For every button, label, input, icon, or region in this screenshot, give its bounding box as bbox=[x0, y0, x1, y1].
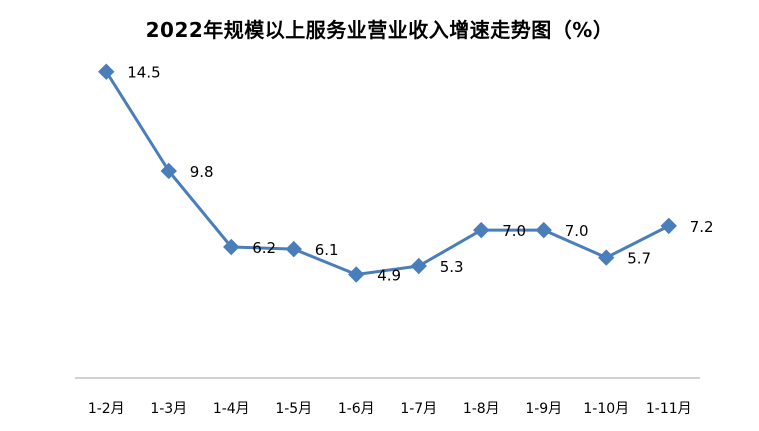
data-point-marker bbox=[223, 238, 240, 256]
series-group bbox=[105, 70, 670, 276]
data-label: 9.8 bbox=[190, 163, 214, 181]
data-labels-group: 14.5 9.8 6.2 6.1 4.9 5.3 7.0 7.0 5.7 7.2 bbox=[127, 64, 713, 285]
data-label: 6.1 bbox=[315, 241, 339, 259]
x-tick-label: 1-3月 bbox=[150, 401, 187, 417]
data-point-marker bbox=[348, 266, 365, 283]
data-point-marker bbox=[285, 240, 302, 258]
x-tick-label: 1-6月 bbox=[338, 401, 375, 417]
data-point-marker bbox=[410, 257, 427, 275]
x-tick-label: 1-2月 bbox=[88, 401, 125, 417]
data-point-marker bbox=[598, 249, 615, 266]
x-tick-label: 1-4月 bbox=[213, 401, 250, 417]
x-tick-label: 1-7月 bbox=[400, 401, 437, 417]
data-label: 5.7 bbox=[627, 250, 651, 268]
x-tick-label: 1-10月 bbox=[583, 401, 629, 417]
data-label: 4.9 bbox=[377, 266, 401, 284]
data-label: 7.0 bbox=[502, 222, 526, 240]
x-tick-label: 1-11月 bbox=[646, 401, 692, 417]
data-point-marker bbox=[473, 221, 490, 239]
data-point-marker bbox=[535, 221, 552, 239]
data-label: 7.0 bbox=[565, 222, 589, 240]
x-tick-labels-group: 1-2月 1-3月 1-4月 1-5月 1-6月 1-7月 1-8月 1-9月 1-10月 1-1… bbox=[88, 401, 692, 417]
data-label: 14.5 bbox=[127, 64, 160, 82]
markers-group bbox=[98, 63, 677, 283]
x-tick-label: 1-8月 bbox=[463, 401, 500, 417]
data-label: 6.2 bbox=[252, 239, 276, 257]
data-point-marker bbox=[160, 162, 177, 180]
x-tick-label: 1-9月 bbox=[525, 401, 562, 417]
chart-title: 2022年规模以上服务业营业收入增速走势图（%） bbox=[145, 18, 614, 42]
x-tick-label: 1-5月 bbox=[275, 401, 312, 417]
series-line bbox=[105, 70, 670, 276]
data-point-marker bbox=[660, 217, 677, 235]
data-label: 7.2 bbox=[690, 218, 714, 236]
data-point-marker bbox=[98, 63, 115, 80]
data-label: 5.3 bbox=[440, 258, 464, 276]
